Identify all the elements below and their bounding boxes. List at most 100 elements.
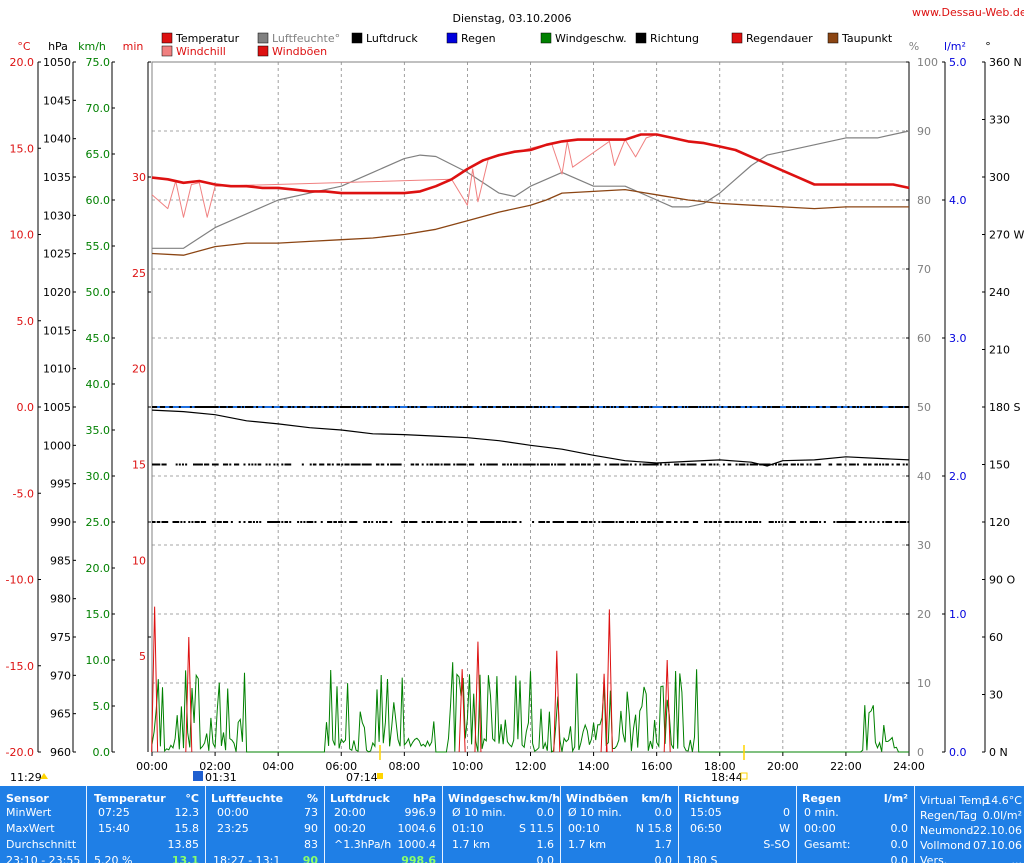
direction-dot: [185, 463, 188, 466]
direction-dot: [828, 463, 831, 466]
direction-dot: [445, 463, 448, 466]
direction-dot: [849, 463, 852, 466]
direction-dot: [686, 521, 689, 523]
table-cell: S-SO: [763, 838, 790, 851]
direction-dot: [158, 521, 161, 523]
direction-dot: [380, 463, 383, 466]
direction-dot: [839, 463, 842, 466]
direction-dot: [831, 406, 834, 408]
direction-dot: [393, 463, 396, 466]
direction-dot: [601, 521, 604, 523]
axis-tick-label: 970: [50, 669, 71, 682]
table-cell: 1004.6: [397, 822, 437, 835]
table-row: MinWert: [0, 806, 86, 822]
axis-tick-label: 60: [917, 332, 931, 345]
direction-dot: [568, 521, 571, 523]
direction-dot: [194, 463, 197, 466]
direction-dot: [522, 463, 525, 466]
direction-dot: [763, 463, 766, 466]
direction-dot: [297, 406, 300, 408]
axis-tick-label: 65.0: [86, 148, 111, 161]
direction-dot: [259, 463, 262, 466]
axis-tick-label: 25.0: [86, 516, 111, 529]
direction-dot: [631, 406, 634, 408]
direction-dot: [519, 406, 522, 408]
direction-dot: [213, 406, 216, 408]
direction-dot: [563, 406, 566, 408]
direction-dot: [866, 406, 869, 408]
axis-tick-label: 25: [132, 267, 146, 280]
direction-dot: [544, 463, 547, 466]
direction-dot: [830, 463, 833, 466]
direction-dot: [312, 463, 315, 466]
direction-dot: [812, 521, 815, 523]
direction-dot: [541, 521, 544, 523]
direction-dot: [363, 406, 366, 408]
direction-dot: [875, 463, 878, 466]
direction-dot: [836, 521, 839, 523]
direction-dot: [468, 463, 471, 466]
x-tick-label: 16:00: [641, 760, 673, 773]
direction-dot: [511, 521, 514, 523]
axis-tick-label: 0.0: [93, 746, 111, 759]
direction-dot: [735, 406, 738, 408]
table-cell: 00:20: [334, 822, 366, 835]
axis-tick-label: 45.0: [86, 332, 111, 345]
direction-dot: [298, 406, 301, 408]
direction-dot: [569, 463, 572, 466]
direction-dot: [778, 521, 781, 523]
table-row: 18:27 - 13:1 90: [205, 854, 324, 863]
direction-dot: [890, 406, 893, 408]
credit-link[interactable]: www.Dessau-Web.de: [912, 6, 1024, 19]
table-row: 00:00 73: [205, 806, 324, 822]
direction-dot: [708, 406, 711, 408]
direction-dot: [897, 406, 900, 408]
direction-dot: [350, 521, 353, 523]
axis-tick-label: 70.0: [86, 102, 111, 115]
direction-dot: [443, 463, 446, 466]
direction-dot: [675, 406, 678, 408]
direction-dot: [161, 463, 164, 466]
direction-dot: [749, 463, 752, 466]
direction-dot: [752, 521, 755, 523]
x-tick-label: 14:00: [578, 760, 610, 773]
direction-dot: [650, 463, 653, 466]
table-cell: Luftdruck: [330, 792, 390, 805]
table-row: 23:25 90: [205, 822, 324, 838]
direction-dot: [744, 406, 747, 408]
direction-dot: [580, 463, 583, 466]
axis-tick-label: 1010: [43, 363, 71, 376]
axis-tick-label: 210: [989, 344, 1010, 357]
direction-dot: [355, 521, 358, 523]
direction-dot: [656, 521, 659, 523]
direction-dot: [801, 406, 804, 408]
direction-dot: [218, 521, 221, 523]
direction-dot: [292, 406, 295, 408]
direction-dot: [685, 406, 688, 408]
direction-dot: [633, 521, 636, 523]
direction-dot: [800, 521, 803, 523]
direction-dot: [193, 463, 196, 466]
direction-dot: [563, 463, 566, 466]
direction-dot: [793, 406, 796, 408]
wind-gust: [458, 669, 466, 753]
direction-dot: [539, 406, 542, 408]
direction-dot: [558, 463, 561, 466]
direction-dot: [596, 463, 599, 466]
direction-dot: [473, 521, 476, 523]
table-column: Windgeschw.km/h Ø 10 min. 0.0 01:10 S 11.5 1.…: [442, 786, 561, 863]
wind-gust: [474, 641, 482, 753]
direction-dot: [686, 463, 689, 466]
direction-dot: [454, 521, 457, 523]
direction-dot: [576, 463, 579, 466]
direction-dot: [481, 406, 484, 408]
direction-dot: [574, 463, 577, 466]
direction-dot: [784, 521, 787, 523]
direction-dot: [431, 463, 434, 466]
direction-dot: [303, 521, 306, 523]
axis-tick-label: 1025: [43, 248, 71, 261]
axis-tick-label: 20: [132, 363, 146, 376]
direction-dot: [435, 521, 438, 523]
direction-dot: [768, 463, 771, 466]
table-cell: 00:00: [804, 822, 836, 835]
